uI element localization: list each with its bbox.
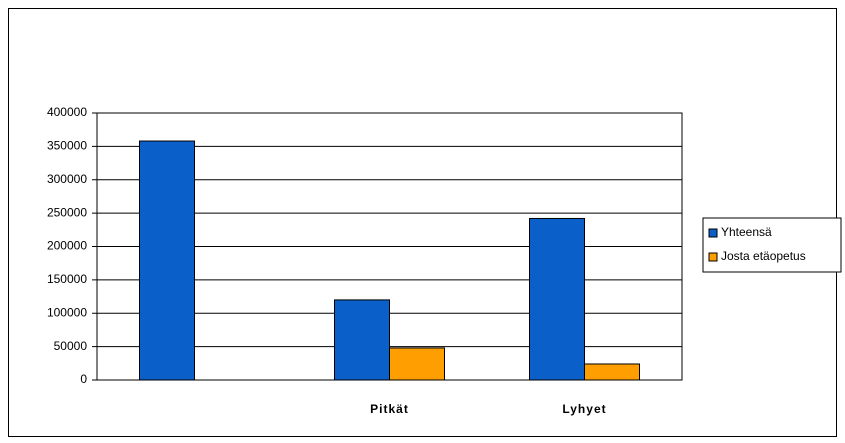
legend-swatch	[708, 252, 718, 262]
y-tick-label: 100000	[47, 305, 87, 319]
legend-swatch	[708, 228, 718, 238]
x-tick-label: Pitkät	[370, 402, 409, 416]
x-tick-label: Lyhyet	[562, 402, 606, 416]
legend-label: Yhteensä	[721, 225, 772, 239]
bar	[139, 140, 195, 381]
bar	[389, 347, 445, 381]
y-tick-label: 0	[80, 372, 87, 386]
y-tick-label: 350000	[47, 139, 87, 153]
y-tick-label: 150000	[47, 272, 87, 286]
legend-box	[702, 217, 842, 273]
y-tick-label: 250000	[47, 205, 87, 219]
bar	[334, 299, 390, 381]
bar	[584, 363, 640, 381]
bar	[529, 217, 585, 381]
y-tick-label: 200000	[47, 239, 87, 253]
y-tick-label: 400000	[47, 105, 87, 119]
y-tick-label: 50000	[54, 339, 88, 353]
y-tick-label: 300000	[47, 172, 87, 186]
legend-label: Josta etäopetus	[721, 249, 806, 263]
